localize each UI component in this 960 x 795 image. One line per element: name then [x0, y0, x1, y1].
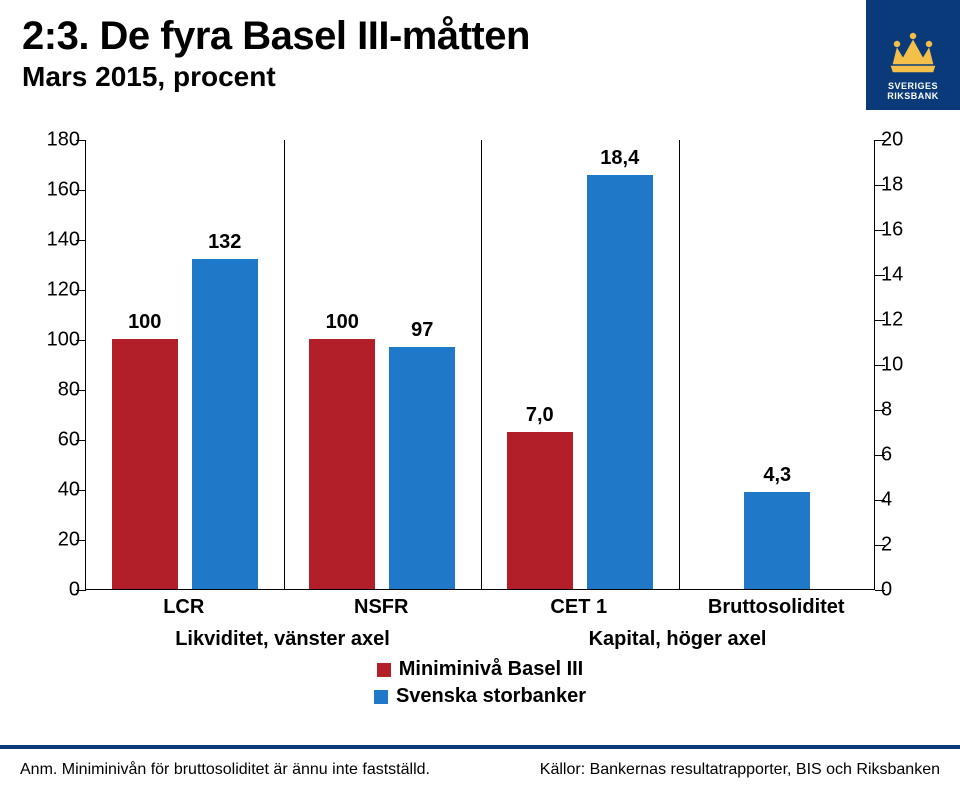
- right-axis-label: 4: [881, 489, 919, 512]
- bar-value-label: 7,0: [507, 404, 573, 427]
- logo-line2: RIKSBANK: [887, 91, 939, 101]
- right-axis-label: 20: [881, 129, 919, 152]
- legend-item: Svenska storbanker: [374, 685, 586, 708]
- footer-rule: [0, 745, 960, 749]
- header: 2:3. De fyra Basel III-måtten Mars 2015,…: [22, 14, 530, 93]
- bar-NSFR-svenska: 97: [389, 347, 455, 590]
- right-axis-label: 14: [881, 264, 919, 287]
- page-subtitle: Mars 2015, procent: [22, 61, 530, 93]
- right-axis-label: 16: [881, 219, 919, 242]
- footnote-left: Anm. Miniminivån för bruttosoliditet är …: [20, 761, 430, 779]
- right-axis-label: 0: [881, 579, 919, 602]
- left-axis-label: 60: [36, 429, 80, 452]
- chart: 0204060801001201401601800246810121416182…: [35, 140, 925, 700]
- right-axis-label: 6: [881, 444, 919, 467]
- bar-Brutto-svenska: 4,3: [744, 492, 810, 589]
- bar-value-label: 100: [309, 311, 375, 334]
- crown-icon: [883, 28, 943, 78]
- category-label-NSFR: NSFR: [283, 596, 481, 619]
- legend: Miniminivå Basel III Svenska storbanker: [85, 656, 875, 710]
- right-axis-label: 2: [881, 534, 919, 557]
- bar-CET1-svenska: 18,4: [587, 175, 653, 589]
- bar-value-label: 18,4: [587, 147, 653, 170]
- left-axis-label: 140: [36, 229, 80, 252]
- page-title: 2:3. De fyra Basel III-måtten: [22, 14, 530, 59]
- left-axis-label: 0: [36, 579, 80, 602]
- riksbank-logo: SVERIGES RIKSBANK: [866, 0, 960, 110]
- footnote-right: Källor: Bankernas resultatrapporter, BIS…: [540, 761, 940, 779]
- bar-value-label: 97: [389, 319, 455, 342]
- left-axis-label: 100: [36, 329, 80, 352]
- logo-text: SVERIGES RIKSBANK: [887, 82, 939, 102]
- bar-NSFR-minimi: 100: [309, 339, 375, 589]
- legend-swatch: [374, 690, 388, 704]
- legend-label: Miniminivå Basel III: [399, 658, 584, 681]
- logo-line1: SVERIGES: [888, 81, 938, 91]
- plot-area: 0204060801001201401601800246810121416182…: [85, 140, 875, 590]
- left-axis-label: 180: [36, 129, 80, 152]
- left-axis-label: 160: [36, 179, 80, 202]
- footer: Anm. Miniminivån för bruttosoliditet är …: [0, 761, 960, 779]
- group-divider: [284, 140, 285, 589]
- category-label-LCR: LCR: [85, 596, 283, 619]
- bar-value-label: 4,3: [744, 464, 810, 487]
- category-label-Brutto: Bruttosoliditet: [678, 596, 876, 619]
- left-axis-label: 20: [36, 529, 80, 552]
- bar-value-label: 132: [192, 231, 258, 254]
- left-axis-label: 80: [36, 379, 80, 402]
- legend-swatch: [377, 663, 391, 677]
- legend-label: Svenska storbanker: [396, 685, 586, 708]
- group-divider: [481, 140, 482, 589]
- group-divider: [679, 140, 680, 589]
- bar-value-label: 100: [112, 311, 178, 334]
- right-axis-label: 8: [881, 399, 919, 422]
- axis-sublabel: Kapital, höger axel: [480, 628, 875, 651]
- right-axis-label: 12: [881, 309, 919, 332]
- left-axis-label: 120: [36, 279, 80, 302]
- left-axis-label: 40: [36, 479, 80, 502]
- category-label-CET1: CET 1: [480, 596, 678, 619]
- right-axis-label: 18: [881, 174, 919, 197]
- bar-LCR-minimi: 100: [112, 339, 178, 589]
- slide: 2:3. De fyra Basel III-måtten Mars 2015,…: [0, 0, 960, 795]
- bar-CET1-minimi: 7,0: [507, 432, 573, 590]
- bar-LCR-svenska: 132: [192, 259, 258, 589]
- legend-item: Miniminivå Basel III: [377, 658, 584, 681]
- axis-sublabel: Likviditet, vänster axel: [85, 628, 480, 651]
- right-axis-label: 10: [881, 354, 919, 377]
